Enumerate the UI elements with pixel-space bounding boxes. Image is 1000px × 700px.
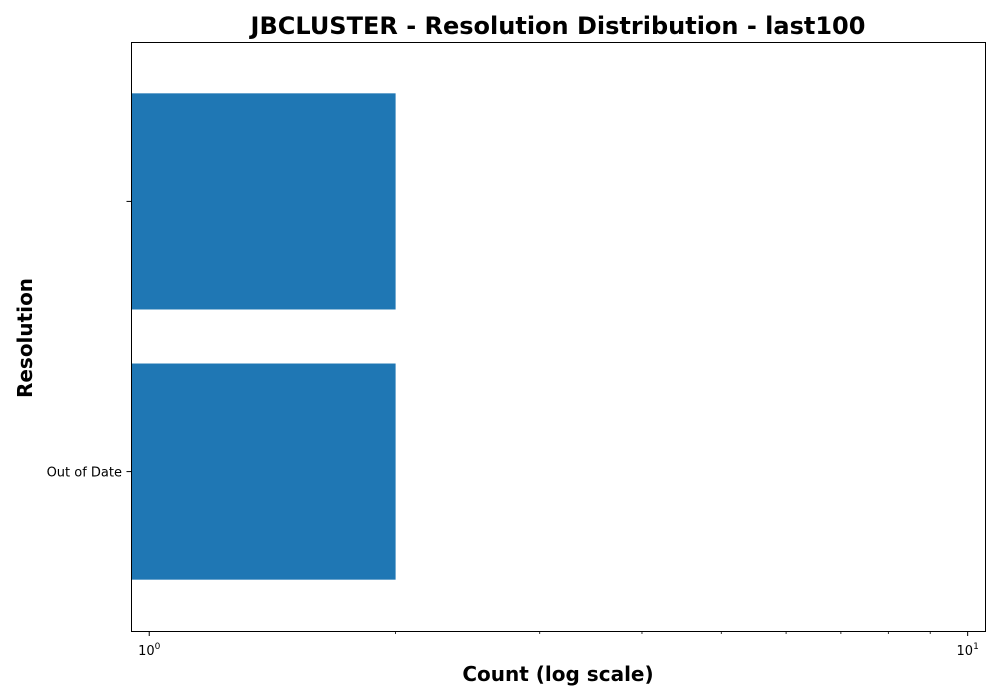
x-tick-label-0: 100 — [138, 642, 161, 659]
x-axis-label: Count (log scale) — [462, 662, 653, 686]
x-ticks-group: 100 101 — [138, 631, 979, 659]
x-tick-label-1: 101 — [957, 642, 979, 659]
y-axis-label: Resolution — [13, 278, 37, 398]
plot-frame — [131, 42, 986, 632]
y-tick-label-0: Out of Date — [47, 466, 122, 481]
bars-group — [131, 93, 396, 580]
bar-0 — [131, 363, 396, 580]
y-ticks-group: Out of Date — [47, 200, 131, 481]
bar-1 — [131, 93, 396, 310]
chart-title: JBCLUSTER - Resolution Distribution - la… — [249, 12, 866, 40]
